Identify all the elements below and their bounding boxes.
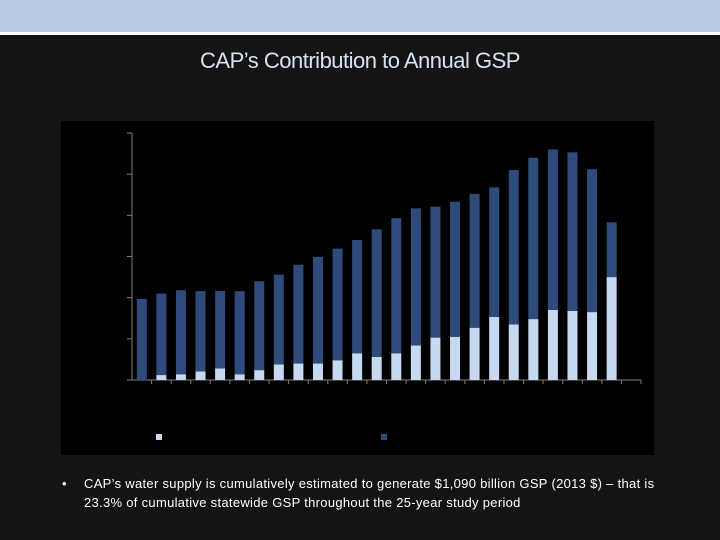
bar-segment-cap <box>312 363 323 380</box>
bar-segment-cap <box>254 370 265 380</box>
bar-segment-cap <box>508 324 519 380</box>
bar-segment-cap <box>450 336 461 380</box>
bar-segment-cap <box>410 345 421 380</box>
bar-segment-rest <box>156 293 167 376</box>
bar-segment-cap <box>371 356 382 380</box>
bar-segment-rest <box>293 264 304 364</box>
bar-segment-rest <box>234 291 245 375</box>
bar-segment-rest <box>469 193 480 328</box>
bar-segment-cap <box>391 353 402 380</box>
bar-segment-rest <box>391 218 402 354</box>
bar-segment-rest <box>567 152 578 311</box>
bar-segment-cap <box>528 319 539 380</box>
bullet-marker: • <box>62 476 67 491</box>
bar-segment-rest <box>508 170 519 325</box>
bar-segment-rest <box>136 298 147 380</box>
bar-segment-cap <box>567 310 578 380</box>
bar-segment-rest <box>371 229 382 357</box>
bar-segment-cap <box>547 310 558 380</box>
bar-segment-rest <box>606 222 617 278</box>
bar-segment-cap <box>332 360 343 380</box>
bar-segment-cap <box>195 371 206 380</box>
bar-segment-cap <box>606 277 617 380</box>
bar-segment-rest <box>332 248 343 361</box>
legend-marker-cap <box>156 434 162 440</box>
bar-segment-rest <box>195 291 206 372</box>
bar-segment-rest <box>587 169 598 313</box>
bar-segment-cap <box>430 337 441 380</box>
bar-segment-rest <box>430 206 441 338</box>
bar-segment-cap <box>156 375 167 380</box>
legend-marker-rest <box>381 434 387 440</box>
bar-segment-rest <box>410 208 421 346</box>
stacked-bar-chart <box>127 132 642 440</box>
bar-segment-rest <box>352 240 363 354</box>
bar-segment-cap <box>587 312 598 380</box>
header-band <box>0 0 720 32</box>
bar-segment-rest <box>254 281 265 371</box>
bar-segment-cap <box>273 364 284 380</box>
bar-segment-cap <box>175 374 186 380</box>
slide-title: CAP’s Contribution to Annual GSP <box>200 48 520 73</box>
bar-segment-rest <box>215 291 226 369</box>
bullet-text: CAP’s water supply is cumulatively estim… <box>84 476 655 510</box>
bar-segment-rest <box>175 290 186 375</box>
bar-segment-rest <box>312 256 323 364</box>
bar-segment-cap <box>234 374 245 380</box>
bar-segment-cap <box>215 368 226 380</box>
bar-segment-cap <box>352 353 363 380</box>
bar-segment-rest <box>273 274 284 365</box>
bar-segment-rest <box>528 157 539 320</box>
bar-segment-rest <box>450 201 461 337</box>
bar-segment-cap <box>293 363 304 380</box>
bar-segment-cap <box>469 327 480 380</box>
header-divider <box>0 32 720 35</box>
bar-segment-rest <box>489 187 500 318</box>
bar-segment-cap <box>489 317 500 380</box>
bar-segment-rest <box>547 149 558 311</box>
chart-area <box>61 121 654 455</box>
